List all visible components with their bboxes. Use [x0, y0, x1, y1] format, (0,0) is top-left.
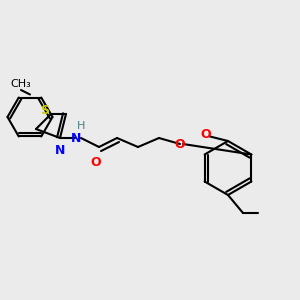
Text: O: O	[91, 155, 101, 169]
Text: O: O	[200, 128, 211, 142]
Text: S: S	[40, 104, 50, 118]
Text: N: N	[71, 131, 82, 145]
Text: N: N	[55, 143, 65, 157]
Text: CH₃: CH₃	[11, 79, 32, 89]
Text: O: O	[175, 137, 185, 151]
Text: H: H	[77, 121, 85, 131]
